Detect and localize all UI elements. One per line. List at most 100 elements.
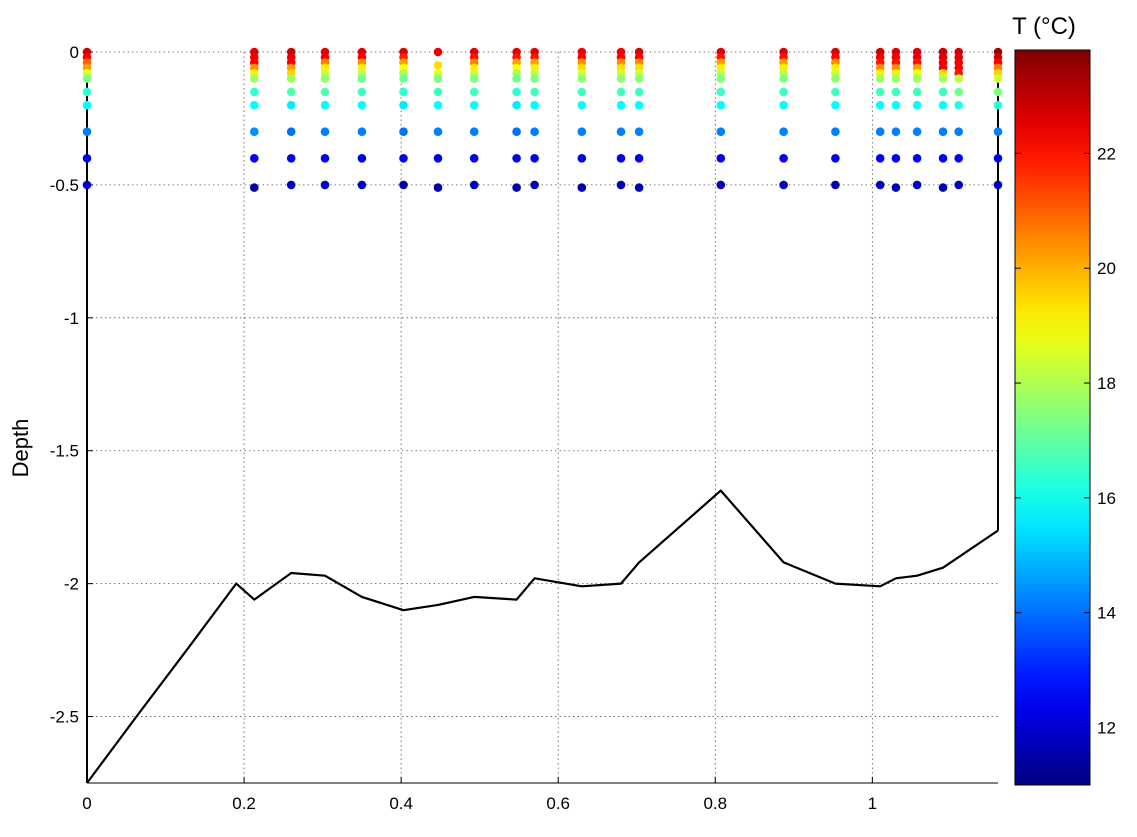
temperature-point (912, 87, 922, 97)
temperature-point (469, 100, 479, 110)
temperature-point (512, 74, 521, 83)
temperature-point (891, 154, 901, 163)
grid-lines (87, 51, 998, 783)
temperature-point (433, 47, 443, 57)
temperature-point (433, 61, 443, 70)
temperature-point (716, 74, 726, 83)
temperature-point (530, 87, 539, 97)
colorbar-tick-label: 18 (1097, 374, 1116, 393)
temperature-point (634, 127, 644, 136)
y-tick-label: -0.5 (50, 176, 79, 195)
temperature-point (716, 154, 726, 163)
temperature-point (993, 100, 1003, 110)
colorbar-tick-label: 14 (1097, 604, 1116, 623)
temperature-point (875, 87, 885, 97)
temperature-point (616, 127, 626, 136)
temperature-point (469, 127, 479, 136)
y-tick-label: -1 (64, 309, 79, 328)
temperature-point (320, 127, 330, 136)
temperature-point (530, 180, 539, 190)
temperature-point (82, 74, 92, 83)
temperature-point (912, 154, 922, 163)
temperature-point (716, 180, 726, 190)
colorbar-title: T (°C) (1012, 13, 1076, 40)
temperature-point (530, 74, 539, 83)
temperature-point (399, 100, 408, 110)
temperature-point (954, 180, 963, 190)
temperature-point (577, 74, 587, 83)
temperature-point (399, 154, 408, 163)
temperature-point (716, 127, 726, 136)
temperature-point (512, 100, 521, 110)
temperature-point (250, 74, 259, 83)
temperature-point (831, 127, 840, 136)
temperature-point (469, 74, 479, 83)
temperature-point (634, 154, 644, 163)
temperature-point (577, 154, 587, 163)
x-tick-label: 0.6 (546, 794, 570, 813)
temperature-point (469, 154, 479, 163)
temperature-point (875, 180, 885, 190)
colorbar-tick-label: 20 (1097, 259, 1116, 278)
temperature-point (634, 100, 644, 110)
temperature-point (634, 74, 644, 83)
temperature-point (577, 127, 587, 136)
temperature-point (399, 74, 408, 83)
temperature-point (875, 127, 885, 136)
temperature-point (891, 100, 901, 110)
colorbar-tick-label: 22 (1097, 144, 1116, 163)
temperature-point (433, 100, 443, 110)
temperature-point (954, 74, 963, 83)
temperature-point (954, 127, 963, 136)
temperature-point (912, 127, 922, 136)
temperature-point (82, 87, 92, 97)
temperature-point (938, 127, 948, 136)
temperature-point (357, 154, 367, 163)
temperature-point (469, 87, 479, 97)
colorbar-gradient (1014, 49, 1091, 786)
bottom-profile-polyline (86, 489, 999, 784)
temperature-points (82, 47, 1003, 192)
temperature-point (320, 154, 330, 163)
temperature-point (577, 87, 587, 97)
temperature-point (891, 74, 901, 83)
temperature-point (250, 183, 259, 192)
temperature-point (891, 183, 901, 192)
temperature-point (399, 180, 408, 190)
temperature-point (912, 100, 922, 110)
temperature-point (286, 127, 296, 136)
temperature-point (938, 87, 948, 97)
temperature-point (320, 180, 330, 190)
temperature-point (250, 127, 259, 136)
temperature-point (286, 87, 296, 97)
temperature-point (530, 154, 539, 163)
temperature-point (250, 154, 259, 163)
colorbar-tick-label: 12 (1097, 719, 1116, 738)
x-tick-label: 0 (82, 794, 91, 813)
temperature-point (433, 127, 443, 136)
temperature-point (469, 180, 479, 190)
y-tick-label: -1.5 (50, 442, 79, 461)
temperature-point (399, 127, 408, 136)
temperature-point (779, 127, 788, 136)
y-axis-title: Depth (8, 419, 33, 478)
temperature-point (357, 87, 367, 97)
temperature-point (938, 74, 948, 83)
temperature-point (616, 154, 626, 163)
temperature-point (831, 87, 840, 97)
temperature-point (357, 100, 367, 110)
x-tick-label: 0.4 (389, 794, 413, 813)
temperature-point (82, 154, 92, 163)
temperature-point (616, 74, 626, 83)
x-tick-label: 0.2 (232, 794, 256, 813)
temperature-point (779, 87, 788, 97)
temperature-point (320, 74, 330, 83)
temperature-point (82, 127, 92, 136)
temperature-point (512, 127, 521, 136)
temperature-point (831, 100, 840, 110)
temperature-point (286, 100, 296, 110)
axis-tick-labels: 0 0.2 0.4 0.6 0.8 1 0 -0.5 -1 -1.5 -2 -2.5 (50, 43, 877, 813)
temperature-point (577, 100, 587, 110)
